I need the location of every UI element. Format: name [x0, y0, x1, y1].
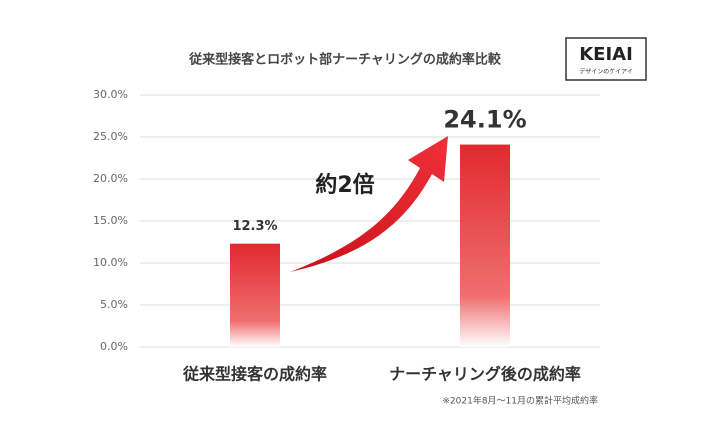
plot: 0.0% 5.0% 10.0% 15.0% 20.0% 25.0% 30.0% 従来型接客の成… — [93, 88, 600, 384]
value-label: 12.3% — [232, 219, 277, 234]
chart-title: 従来型接客とロボット部ナーチャリングの成約率比較 — [188, 52, 502, 68]
y-tick-label: 0.0% — [100, 340, 128, 353]
y-tick-label: 5.0% — [100, 298, 128, 311]
y-tick-label: 10.0% — [93, 256, 128, 269]
logo-name: KEIAI — [579, 44, 633, 65]
logo-box — [565, 37, 647, 81]
y-tick-label: 30.0% — [93, 88, 128, 101]
annotation: 約2倍 — [315, 172, 374, 198]
y-tick-label: 25.0% — [93, 130, 128, 143]
bar — [230, 243, 280, 347]
y-tick-label: 15.0% — [93, 214, 128, 227]
bar — [460, 144, 510, 347]
footnote: ※2021年8月～11月の累計平均成約率 — [442, 395, 598, 407]
x-tick-label: ナーチャリング後の成約率 — [389, 365, 581, 384]
value-label: 24.1% — [443, 106, 526, 134]
arrow — [290, 136, 448, 272]
x-tick-label: 従来型接客の成約率 — [182, 365, 327, 384]
logo-tagline: デザインのケイアイ — [579, 68, 633, 76]
y-tick-label: 20.0% — [93, 172, 128, 185]
